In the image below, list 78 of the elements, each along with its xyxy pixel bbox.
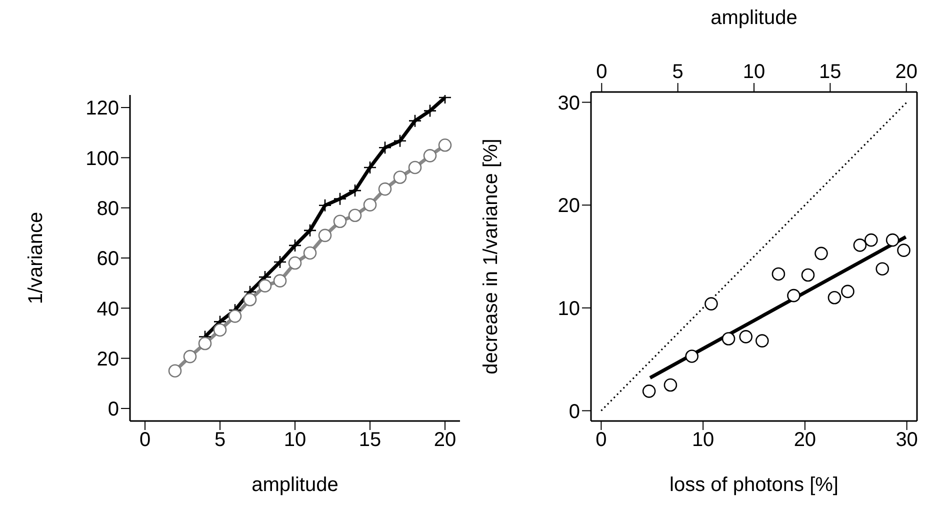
point — [886, 233, 900, 247]
y-tick-label: 0 — [108, 398, 119, 421]
point — [273, 255, 287, 269]
point — [378, 182, 392, 196]
point — [841, 284, 854, 298]
point — [333, 192, 347, 206]
y-tick-label: 10 — [558, 298, 580, 320]
point — [393, 170, 407, 184]
x-axis-title: loss of photons [%] — [670, 474, 838, 496]
point — [642, 384, 656, 398]
x-tick-label: 10 — [284, 429, 306, 452]
point — [363, 160, 377, 174]
point — [273, 274, 287, 288]
point — [258, 279, 272, 292]
y-tick-label: 40 — [96, 298, 119, 320]
point — [348, 184, 362, 198]
point — [685, 350, 699, 363]
point — [333, 214, 347, 228]
x2-tick-label: 10 — [742, 61, 766, 83]
point — [704, 297, 718, 310]
point — [363, 198, 377, 212]
x-tick-label: 10 — [692, 429, 714, 452]
x-tick-label: 20 — [794, 429, 816, 452]
point — [864, 233, 878, 247]
point — [897, 244, 910, 257]
y-axis-title: 1/variance — [25, 212, 48, 304]
point — [288, 256, 302, 270]
y-axis-title: decrease in 1/variance [%] — [480, 138, 502, 374]
point — [423, 104, 437, 118]
x-tick-label: 15 — [358, 429, 382, 452]
point — [722, 332, 736, 346]
y-tick-label: 0 — [568, 400, 580, 423]
point — [303, 224, 317, 238]
point — [801, 268, 815, 282]
x2-axis-title: amplitude — [710, 7, 798, 29]
point — [198, 336, 212, 350]
point — [814, 246, 828, 260]
y-tick-label: 60 — [96, 248, 119, 270]
point — [393, 134, 407, 148]
x-tick-label: 0 — [596, 429, 607, 452]
point — [408, 114, 422, 128]
y-tick-label: 20 — [558, 195, 580, 218]
point — [664, 378, 678, 392]
x2-tick-label: 15 — [819, 61, 842, 83]
point — [438, 138, 452, 152]
point — [378, 141, 392, 154]
point — [739, 330, 752, 344]
y-tick-label: 80 — [96, 198, 119, 220]
point — [168, 364, 182, 378]
point — [303, 246, 317, 260]
x-axis-title: amplitude — [252, 474, 338, 496]
x-tick-label: 20 — [434, 429, 456, 452]
point — [213, 323, 227, 337]
point — [318, 198, 332, 212]
point — [183, 350, 197, 364]
y-tick-label: 100 — [86, 148, 119, 170]
point — [772, 267, 786, 281]
point — [787, 288, 800, 302]
x2-tick-label: 0 — [596, 61, 608, 83]
point — [318, 228, 332, 242]
point — [348, 208, 362, 222]
x-tick-label: 5 — [214, 429, 226, 452]
x-tick-label: 0 — [139, 429, 151, 452]
y-tick-label: 20 — [96, 348, 119, 370]
point — [228, 310, 242, 323]
x-tick-label: 30 — [896, 429, 918, 452]
point — [423, 149, 437, 162]
x2-tick-label: 5 — [672, 61, 684, 83]
point — [828, 290, 842, 304]
point — [408, 160, 422, 174]
point — [756, 334, 769, 348]
point — [876, 262, 890, 276]
point — [243, 292, 257, 306]
y-tick-label: 30 — [558, 92, 580, 114]
y-tick-label: 120 — [86, 98, 119, 120]
x2-tick-label: 20 — [895, 61, 918, 83]
point — [853, 238, 867, 252]
point — [288, 238, 302, 252]
